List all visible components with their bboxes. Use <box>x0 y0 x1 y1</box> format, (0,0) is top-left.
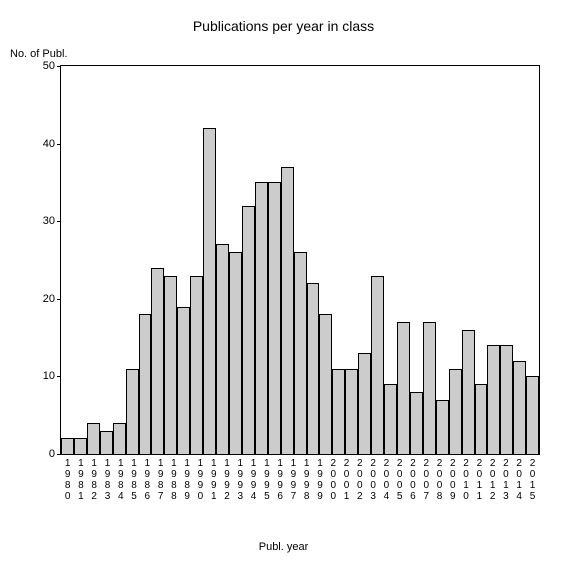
bar <box>139 314 152 454</box>
x-tick-label: 1994 <box>247 454 260 502</box>
x-tick-label: 1985 <box>127 454 140 502</box>
bar <box>462 330 475 454</box>
bar <box>281 167 294 454</box>
x-ticks: 1980198119821983198419851986198719881989… <box>61 454 539 502</box>
bar <box>203 128 216 454</box>
x-tick-label: 2002 <box>353 454 366 502</box>
x-tick-label: 1999 <box>313 454 326 502</box>
bar <box>74 438 87 454</box>
x-tick-label: 2001 <box>340 454 353 502</box>
y-tick-mark <box>57 144 61 145</box>
x-tick-label: 2000 <box>327 454 340 502</box>
bar <box>113 423 126 454</box>
y-tick-mark <box>57 376 61 377</box>
bar <box>500 345 513 454</box>
x-axis-label: Publ. year <box>0 541 567 553</box>
bars-group <box>61 66 539 454</box>
x-tick-label: 1998 <box>300 454 313 502</box>
x-tick-label: 2006 <box>406 454 419 502</box>
bar <box>164 276 177 454</box>
x-tick-label: 1982 <box>88 454 101 502</box>
bar <box>436 400 449 454</box>
bar <box>384 384 397 454</box>
x-tick-label: 2004 <box>380 454 393 502</box>
y-tick-mark <box>57 66 61 67</box>
y-tick-mark <box>57 299 61 300</box>
bar <box>358 353 371 454</box>
bar <box>423 322 436 454</box>
x-tick-label: 2005 <box>393 454 406 502</box>
x-tick-label: 1990 <box>194 454 207 502</box>
bar <box>61 438 74 454</box>
bar <box>307 283 320 454</box>
bar <box>449 369 462 454</box>
x-tick-label: 2009 <box>446 454 459 502</box>
x-tick-label: 2007 <box>420 454 433 502</box>
bar <box>268 182 281 454</box>
bar <box>242 206 255 454</box>
x-tick-label: 1981 <box>74 454 87 502</box>
x-tick-label: 2013 <box>499 454 512 502</box>
bar <box>126 369 139 454</box>
bar <box>487 345 500 454</box>
bar <box>410 392 423 454</box>
chart-container: Publications per year in class No. of Pu… <box>0 0 567 567</box>
bar <box>397 322 410 454</box>
x-tick-label: 1993 <box>234 454 247 502</box>
bar <box>294 252 307 454</box>
y-axis-label: No. of Publ. <box>10 48 67 60</box>
x-tick-label: 1988 <box>167 454 180 502</box>
bar <box>100 431 113 454</box>
bar <box>475 384 488 454</box>
bar <box>229 252 242 454</box>
bar <box>332 369 345 454</box>
x-tick-label: 1986 <box>141 454 154 502</box>
y-tick-mark <box>57 221 61 222</box>
x-tick-label: 2011 <box>473 454 486 502</box>
x-tick-label: 2014 <box>513 454 526 502</box>
bar <box>151 268 164 454</box>
x-tick-label: 1992 <box>220 454 233 502</box>
chart-title: Publications per year in class <box>0 18 567 34</box>
x-tick-label: 1984 <box>114 454 127 502</box>
x-tick-label: 2015 <box>526 454 539 502</box>
x-tick-label: 1987 <box>154 454 167 502</box>
x-tick-label: 1980 <box>61 454 74 502</box>
bar <box>190 276 203 454</box>
x-tick-label: 1991 <box>207 454 220 502</box>
x-tick-label: 1995 <box>260 454 273 502</box>
plot-area: 01020304050 1980198119821983198419851986… <box>60 65 540 455</box>
bar <box>526 376 539 454</box>
x-tick-label: 1996 <box>274 454 287 502</box>
bar <box>216 244 229 454</box>
x-tick-label: 1997 <box>287 454 300 502</box>
bar <box>255 182 268 454</box>
bar <box>513 361 526 454</box>
x-tick-label: 1983 <box>101 454 114 502</box>
bar <box>345 369 358 454</box>
x-tick-label: 2010 <box>459 454 472 502</box>
bar <box>177 307 190 454</box>
x-tick-label: 1989 <box>181 454 194 502</box>
bar <box>319 314 332 454</box>
bar <box>87 423 100 454</box>
x-tick-label: 2008 <box>433 454 446 502</box>
x-tick-label: 2012 <box>486 454 499 502</box>
bar <box>371 276 384 454</box>
x-tick-label: 2003 <box>366 454 379 502</box>
